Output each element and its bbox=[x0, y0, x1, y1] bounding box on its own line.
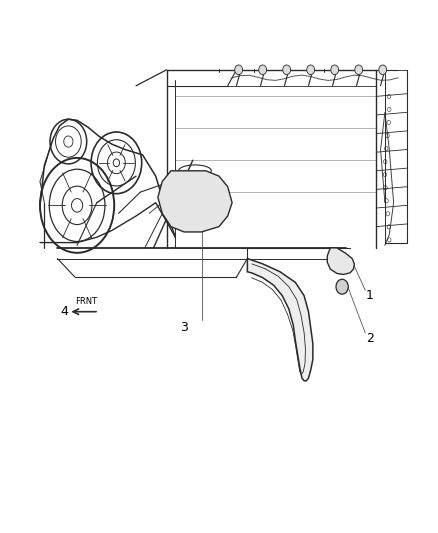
Circle shape bbox=[336, 279, 348, 294]
Text: 3: 3 bbox=[180, 321, 188, 334]
Circle shape bbox=[307, 65, 314, 75]
Text: FRNT: FRNT bbox=[75, 297, 97, 306]
Text: 2: 2 bbox=[366, 332, 374, 345]
Circle shape bbox=[379, 65, 387, 75]
Circle shape bbox=[355, 65, 363, 75]
Circle shape bbox=[259, 65, 267, 75]
Polygon shape bbox=[247, 259, 313, 381]
Circle shape bbox=[331, 65, 339, 75]
Text: 1: 1 bbox=[366, 289, 374, 302]
Circle shape bbox=[283, 65, 290, 75]
Circle shape bbox=[235, 65, 243, 75]
Polygon shape bbox=[327, 248, 354, 274]
Text: 4: 4 bbox=[60, 305, 68, 318]
Polygon shape bbox=[158, 171, 232, 232]
